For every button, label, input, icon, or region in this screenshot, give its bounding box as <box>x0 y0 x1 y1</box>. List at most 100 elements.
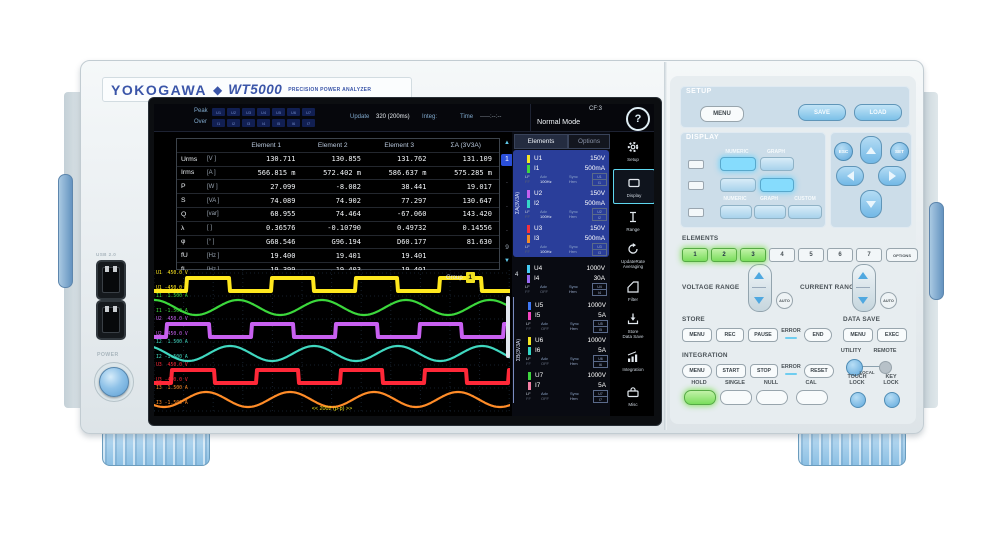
exec-button[interactable]: EXEC <box>877 328 907 342</box>
element-button-3[interactable]: 3 <box>740 248 766 262</box>
element-button-4[interactable]: 4 <box>769 248 795 262</box>
cal-button[interactable] <box>796 390 828 405</box>
group-label: Group <box>446 274 463 281</box>
tab-elements[interactable]: Elements <box>514 134 568 149</box>
sync-hrm-label: Sync Hrm <box>570 391 579 401</box>
page-dot[interactable]: · <box>505 226 509 235</box>
page-down-icon[interactable]: ▼ <box>504 258 510 264</box>
element-config-block[interactable]: U1 150V I1 500mA LF FF Adv 100Hz Sync Hrm U1 I1 <box>523 151 608 186</box>
graph-button-2[interactable] <box>760 178 794 192</box>
numeric-button-2[interactable] <box>720 178 756 192</box>
element-button-7[interactable]: 7 <box>856 248 882 262</box>
current-auto-button[interactable]: AUTO <box>880 292 897 309</box>
current-color-bar <box>528 311 531 320</box>
graph-button-1[interactable] <box>760 157 794 171</box>
single-button[interactable] <box>720 390 752 405</box>
display-led-button-2[interactable] <box>688 181 704 190</box>
page-selector[interactable]: ▲ 1 · · · 9 ▼ <box>500 138 514 268</box>
usb-port-1[interactable] <box>96 260 126 300</box>
measurement-value: -67.060 <box>396 210 427 219</box>
element-current-row: I1 500mA <box>523 163 608 174</box>
element-config-block[interactable]: U5 1000V I5 5A LF FF Adv OFF Sync Hrm U5 I5 <box>524 298 609 333</box>
end-button[interactable]: END <box>804 328 832 342</box>
esc-button[interactable]: ESC <box>834 142 853 161</box>
element-config-block[interactable]: U7 1000V I7 5A LF FF Adv OFF Sync Hrm U7 I7 <box>524 368 609 403</box>
left-handle[interactable] <box>58 174 73 288</box>
menu-item-integration[interactable]: Integration <box>613 344 653 377</box>
menu-item-updaterate[interactable]: UpdateRate Averaging <box>613 239 653 272</box>
element-config-block[interactable]: U2 150V I2 500mA LF FF Adv 100Hz Sync Hrm U2 I2 <box>523 186 608 221</box>
peak-indicator: U5 <box>272 108 285 116</box>
element-button-6[interactable]: 6 <box>827 248 853 262</box>
pause-button[interactable]: PAUSE <box>748 328 778 342</box>
display-led-button-3[interactable] <box>688 208 704 217</box>
rec-button[interactable]: REC <box>716 328 744 342</box>
help-icon[interactable]: ? <box>626 107 650 131</box>
graph-button-3[interactable] <box>754 205 786 219</box>
mode-region: Normal Mode CF:3 <box>530 104 654 131</box>
numeric-button-3[interactable] <box>720 205 752 219</box>
panel-scrollbar[interactable] <box>506 296 510 358</box>
element-config-block[interactable]: U4 1000V I4 30A LF FF Adv OFF Sync Hrm U4 I4 <box>523 261 608 296</box>
local-line <box>855 366 887 367</box>
element-button-2[interactable]: 2 <box>711 248 737 262</box>
arrow-up-button[interactable] <box>860 136 882 164</box>
menu-item-store[interactable]: Store Data Save <box>613 309 653 342</box>
numeric-button-1[interactable] <box>720 157 756 171</box>
power-button[interactable] <box>99 367 129 397</box>
element-button-5[interactable]: 5 <box>798 248 824 262</box>
lf-ff-label: LF FF <box>526 356 531 366</box>
element-sub-row: LF FF Adv OFF Sync Hrm U7 I7 <box>524 390 609 403</box>
arrow-left-button[interactable] <box>836 166 864 186</box>
page-up-icon[interactable]: ▲ <box>504 140 510 146</box>
element-config-block[interactable]: U3 150V I3 500mA LF FF Adv 100Hz Sync Hrm U3 I3 <box>523 221 608 256</box>
tab-options[interactable]: Options <box>568 134 610 149</box>
data-save-menu-button[interactable]: MENU <box>843 328 873 342</box>
voltage-channel-name: U5 <box>535 302 544 309</box>
arrow-down-button[interactable] <box>860 190 882 218</box>
element-config-block[interactable]: U6 1000V I6 5A LF FF Adv OFF Sync Hrm U6 I6 <box>524 333 609 368</box>
voltage-auto-button[interactable]: AUTO <box>776 292 793 309</box>
page-last[interactable]: 9 <box>505 244 509 251</box>
page-dot[interactable]: · <box>505 178 509 187</box>
load-button[interactable]: LOAD <box>854 104 902 121</box>
options-button[interactable]: OPTIONS <box>886 248 918 262</box>
stop-button[interactable]: STOP <box>750 364 778 378</box>
page-dot[interactable]: · <box>505 202 509 211</box>
measurement-value: 19.400 <box>270 251 296 260</box>
arrow-right-button[interactable] <box>878 166 906 186</box>
current-range-rocker[interactable] <box>852 264 876 312</box>
current-channel-name: I2 <box>534 200 540 207</box>
null-button[interactable] <box>756 390 788 405</box>
voltage-channel-name: U7 <box>535 372 544 379</box>
reset-button[interactable]: RESET <box>804 364 834 378</box>
trace-scale-bottom: U2 -450.0 V <box>156 332 188 337</box>
setup-menu-button[interactable]: MENU <box>700 106 744 122</box>
voltage-range-rocker[interactable] <box>748 264 772 312</box>
hold-button[interactable] <box>684 390 716 405</box>
menu-item-range[interactable]: Range <box>613 204 653 237</box>
trace-scale-top: I1 1.500 A <box>156 294 188 299</box>
usb-port-2[interactable] <box>96 300 126 340</box>
start-button[interactable]: START <box>716 364 746 378</box>
menu-item-display[interactable]: Display <box>613 169 654 204</box>
menu-item-misc[interactable]: Misc <box>613 379 653 412</box>
menu-item-setup[interactable]: Setup <box>613 134 653 167</box>
right-handle[interactable] <box>929 202 944 300</box>
element-sub-row: LF FF Adv 100Hz Sync Hrm U1 I1 <box>523 173 608 186</box>
save-button[interactable]: SAVE <box>798 104 846 121</box>
custom-button[interactable] <box>788 205 822 219</box>
element-button-1[interactable]: 1 <box>682 248 708 262</box>
touch-lock-button[interactable] <box>850 392 866 408</box>
key-lock-button[interactable] <box>884 392 900 408</box>
integration-menu-button[interactable]: MENU <box>682 364 712 378</box>
voltage-range-value: 150V <box>590 190 605 197</box>
store-menu-button[interactable]: MENU <box>682 328 712 342</box>
utility-button[interactable] <box>846 359 863 376</box>
set-button[interactable]: SET <box>890 142 909 161</box>
trace-scale-bottom: U3 -450.0 V <box>156 378 188 383</box>
over-indicator: I4 <box>257 119 270 127</box>
page-current[interactable]: 1 <box>501 154 513 166</box>
menu-item-filter[interactable]: Filter <box>613 274 653 307</box>
display-led-button-1[interactable] <box>688 160 704 169</box>
